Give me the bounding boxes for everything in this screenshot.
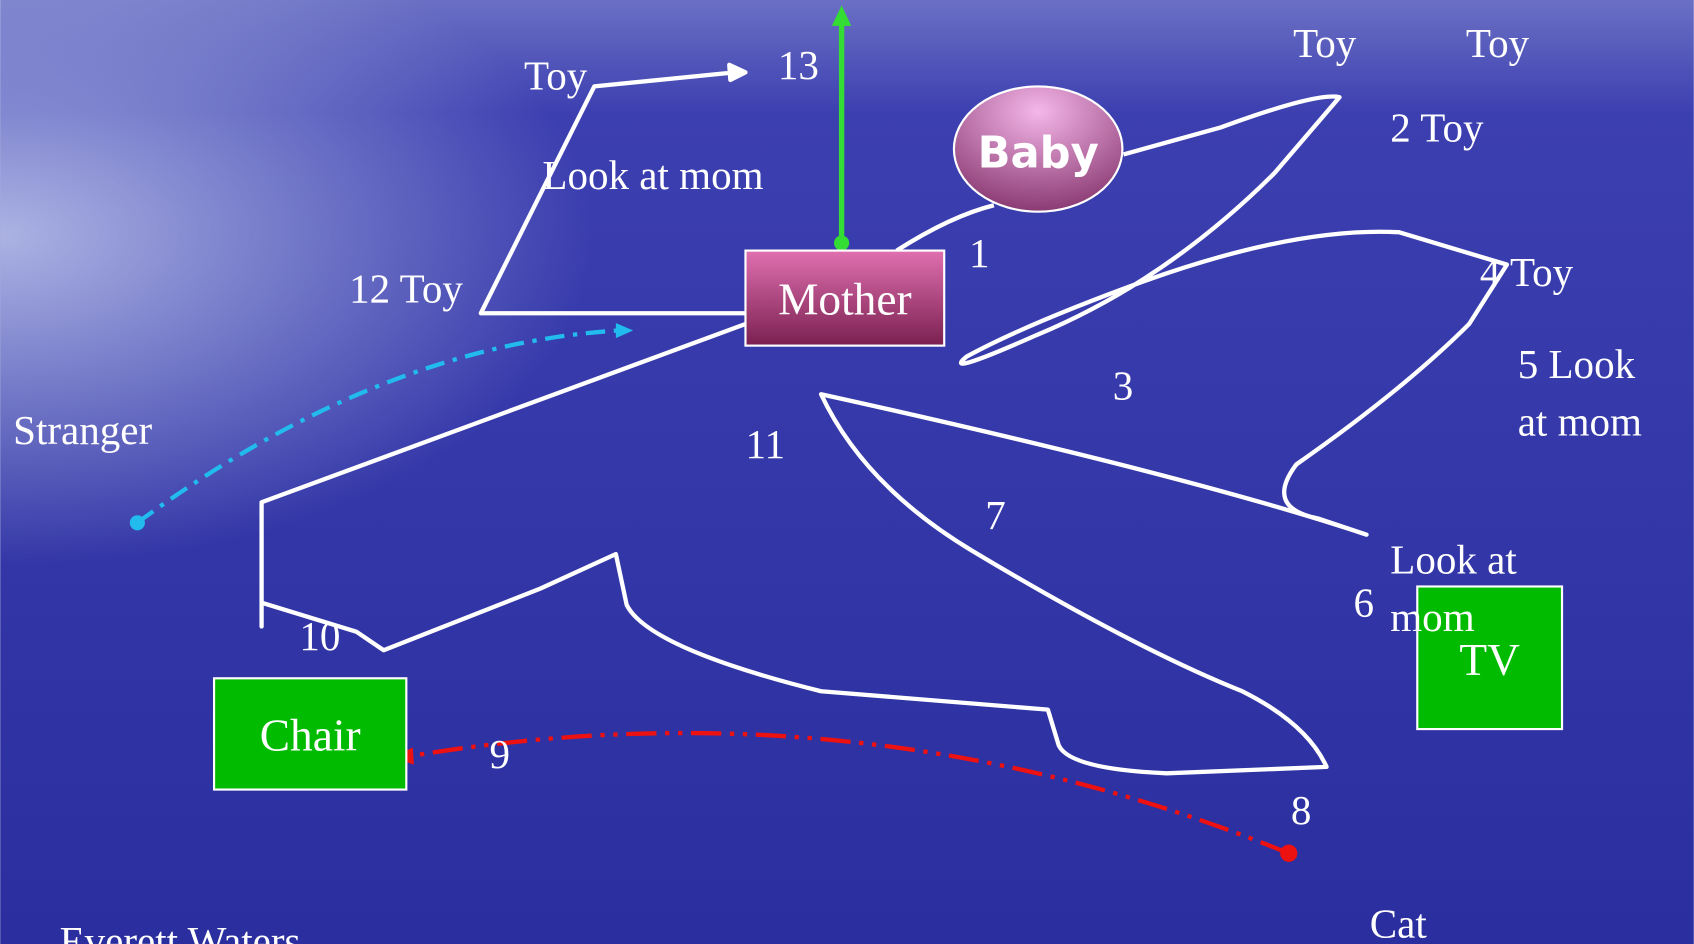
label: 12 Toy	[349, 265, 463, 311]
label: 5 Look	[1518, 341, 1636, 387]
label: at mom	[1518, 398, 1642, 444]
label: 4 Toy	[1480, 249, 1574, 295]
arrow-start	[834, 235, 849, 250]
label: Stranger	[13, 407, 152, 453]
node-label: TV	[1459, 635, 1520, 685]
node-label: Mother	[778, 274, 912, 324]
label: Look at mom	[542, 152, 763, 198]
label: Cat	[1370, 901, 1428, 944]
label: 3	[1113, 363, 1134, 409]
label: 7	[985, 492, 1006, 538]
diagram: Baby Mother Chair TV Toy 13 Toy Toy 2 To…	[0, 0, 1694, 944]
label: 10	[299, 613, 340, 659]
label: 8	[1291, 787, 1312, 833]
label: Look at	[1390, 537, 1517, 583]
label: 9	[489, 731, 510, 777]
label: 13	[778, 42, 819, 88]
label: 1	[969, 230, 990, 276]
arrow-start	[130, 515, 145, 530]
node-label: Baby	[978, 128, 1099, 178]
label: Toy	[1293, 20, 1357, 66]
label: Toy	[1466, 20, 1530, 66]
label: 2 Toy	[1390, 104, 1484, 150]
label: 11	[745, 421, 785, 467]
label: mom	[1390, 594, 1474, 640]
label: Toy	[524, 53, 588, 99]
footer: Everett Waters	[60, 918, 301, 944]
label: 6	[1354, 580, 1375, 626]
node-label: Chair	[260, 711, 361, 761]
arrow-start	[1280, 845, 1297, 862]
